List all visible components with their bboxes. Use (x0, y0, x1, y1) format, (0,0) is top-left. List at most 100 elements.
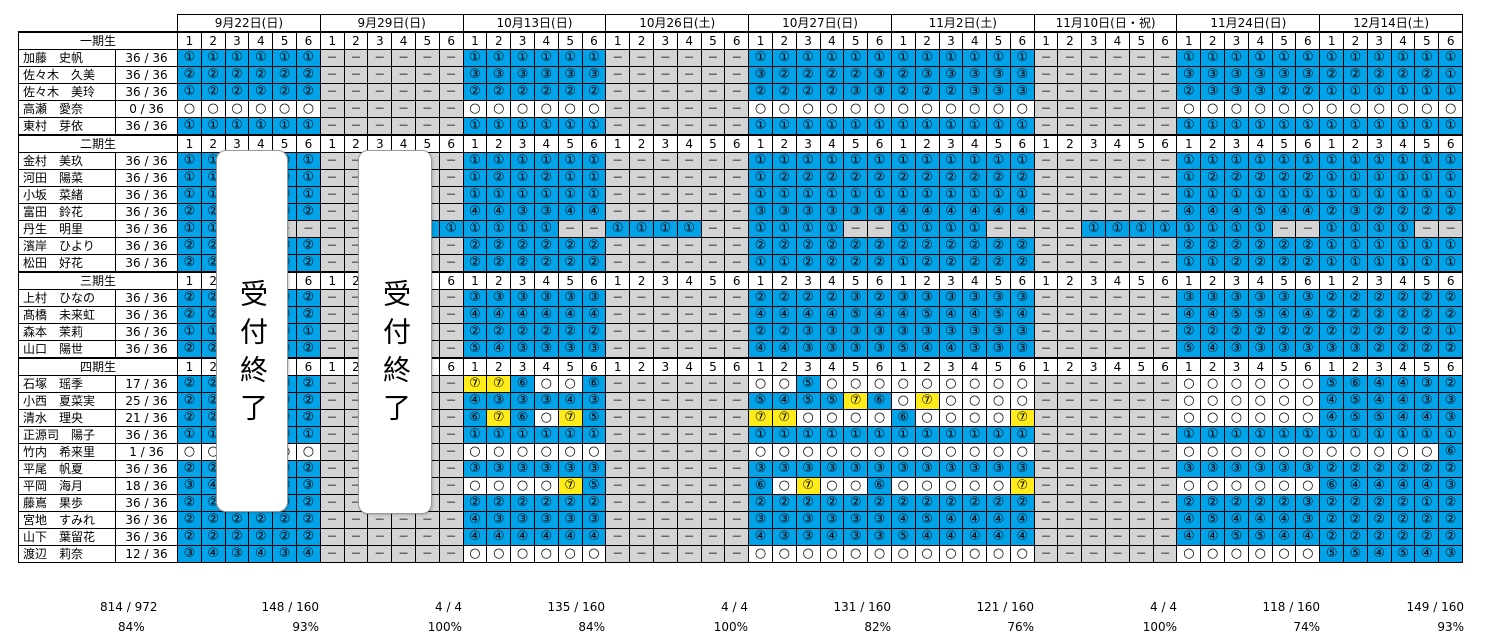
date-total-pct: 74% (1293, 620, 1320, 634)
slot-cell: ⑦ (486, 375, 512, 393)
slot-cell: ○ (962, 409, 988, 427)
slot-cell: ○ (986, 100, 1011, 118)
slot-cell: － (1081, 100, 1107, 118)
slot-cell: ② (248, 83, 274, 101)
slot-cell: － (1105, 511, 1130, 529)
slot-cell: － (724, 340, 750, 359)
slot-cell: ④ (938, 203, 964, 221)
slot-cell: ④ (1295, 203, 1321, 221)
slot-cell: ① (177, 49, 202, 67)
slot-cell: － (1105, 494, 1130, 512)
session-number: 3 (652, 134, 678, 153)
slot-cell: ○ (1200, 409, 1226, 427)
slot-cell: ③ (986, 66, 1011, 84)
slot-cell: ① (1200, 186, 1226, 204)
slot-cell: ② (581, 237, 607, 255)
slot-cell: ③ (867, 66, 892, 84)
slot-cell: ④ (962, 203, 988, 221)
slot-cell: ○ (1224, 409, 1249, 427)
slot-cell: ① (1390, 169, 1416, 187)
member-score: 36 / 36 (115, 528, 178, 546)
slot-cell: ② (890, 169, 916, 187)
member-name: 上村 ひなの (18, 289, 116, 307)
slot-cell: ○ (1224, 443, 1249, 461)
slot-cell: ② (1438, 511, 1464, 529)
slot-cell: ○ (1224, 392, 1249, 410)
slot-cell: ③ (1271, 460, 1297, 478)
session-number: 3 (510, 31, 535, 50)
slot-cell: ② (1343, 460, 1368, 478)
slot-cell: － (1057, 220, 1083, 238)
member-row: 高瀬 愛奈 0 / 36 ○ ○ ○ ○ ○ ○ －－－－－－ ○ ○ ○ ○ ○ ○ －－－－－－ ○ ○ ○ ○ ○… (18, 100, 1464, 118)
slot-cell: ① (748, 49, 773, 67)
member-score: 25 / 36 (115, 392, 178, 410)
slot-cell: ① (938, 49, 964, 67)
member-name: 藤嶌 果歩 (18, 494, 116, 512)
slot-cell: ③ (581, 340, 607, 359)
session-number: 2 (1200, 134, 1226, 153)
session-number: 1 (605, 31, 631, 50)
session-number: 3 (1081, 31, 1107, 50)
slot-cell: ① (295, 169, 321, 187)
slot-cell: ① (771, 117, 797, 136)
slot-cell: ① (1319, 426, 1345, 444)
slot-cell: ② (510, 83, 535, 101)
slot-cell: － (319, 494, 345, 512)
slot-cell: ① (557, 426, 583, 444)
slot-cell: － (1105, 477, 1130, 495)
slot-cell: － (724, 169, 750, 187)
slot-cell: ① (1414, 237, 1440, 255)
session-number: 3 (938, 357, 964, 376)
slot-cell: ① (819, 152, 845, 170)
slot-cell: ③ (1295, 494, 1321, 512)
session-number: 3 (795, 271, 821, 290)
slot-cell: ④ (486, 340, 512, 359)
slot-cell: ① (1343, 117, 1368, 136)
slot-cell: ① (533, 117, 559, 136)
slot-cell: ③ (581, 66, 607, 84)
slot-cell: － (700, 237, 726, 255)
slot-cell: － (700, 511, 726, 529)
slot-cell: － (652, 237, 678, 255)
slot-cell: － (652, 426, 678, 444)
date-total-count: 131 / 160 (833, 600, 891, 614)
slot-cell: ③ (867, 323, 892, 341)
session-number: 3 (510, 357, 535, 376)
member-name: 森本 茉莉 (18, 323, 116, 341)
session-number: 1 (177, 357, 202, 376)
slot-cell: ① (962, 220, 988, 238)
slot-cell: ① (1319, 220, 1345, 238)
slot-cell: ③ (867, 203, 892, 221)
session-number: 1 (1176, 31, 1202, 50)
slot-cell: ② (295, 375, 321, 393)
slot-cell: ② (295, 528, 321, 546)
slot-cell: － (319, 83, 345, 101)
slot-cell: ○ (533, 100, 559, 118)
session-number: 6 (1009, 31, 1035, 50)
closed-overlay-text-1: 受付終了 (236, 279, 269, 431)
slot-cell: － (629, 203, 654, 221)
schedule-table: 9月22日(日) 9月29日(日) 10月13日(日) 10月26日(土) 10月27日… (18, 14, 1464, 563)
slot-cell: ⑤ (1224, 528, 1249, 546)
slot-cell: ① (1176, 220, 1202, 238)
slot-cell: ② (272, 528, 297, 546)
slot-cell: ③ (1247, 66, 1273, 84)
slot-cell: ○ (1295, 443, 1321, 461)
session-number: 4 (533, 357, 559, 376)
slot-cell: ① (1366, 254, 1392, 273)
member-score: 36 / 36 (115, 117, 178, 136)
slot-cell: ② (295, 511, 321, 529)
slot-cell: － (1057, 494, 1083, 512)
slot-cell: ○ (1200, 392, 1226, 410)
slot-cell: － (1033, 511, 1059, 529)
member-name: 正源司 陽子 (18, 426, 116, 444)
date-total-count: 148 / 160 (261, 600, 319, 614)
slot-cell: ⑥ (867, 477, 892, 495)
slot-cell: － (438, 460, 464, 478)
slot-cell: ○ (938, 375, 964, 393)
session-number: 2 (629, 271, 654, 290)
slot-cell: ① (557, 186, 583, 204)
slot-cell: ② (867, 237, 892, 255)
session-number: 2 (914, 134, 940, 153)
slot-cell: ① (1390, 237, 1416, 255)
